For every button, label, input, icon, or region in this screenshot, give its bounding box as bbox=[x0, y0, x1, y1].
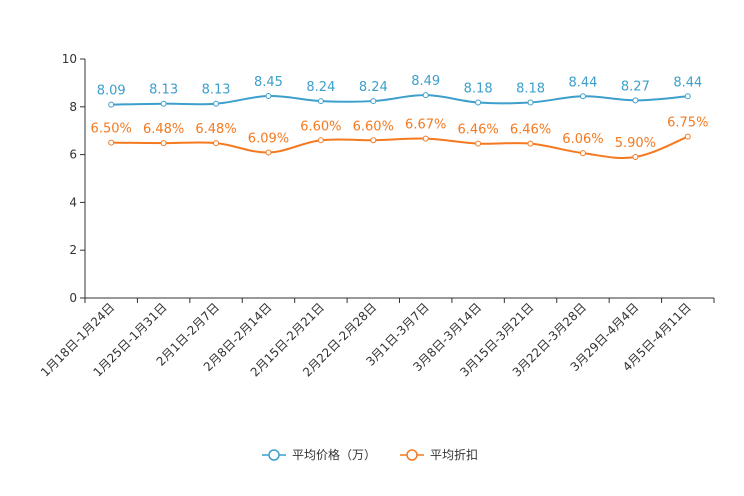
data-label: 8.27 bbox=[621, 79, 650, 94]
series-layer bbox=[108, 92, 691, 160]
data-point[interactable] bbox=[422, 135, 429, 142]
data-label: 6.06% bbox=[562, 132, 603, 147]
data-point[interactable] bbox=[527, 140, 534, 147]
legend-marker-icon bbox=[268, 449, 280, 461]
data-label: 8.49 bbox=[411, 74, 440, 89]
series-line-1 bbox=[111, 135, 689, 159]
data-point[interactable] bbox=[160, 100, 167, 107]
data-label: 6.48% bbox=[143, 122, 184, 137]
data-label: 6.48% bbox=[195, 122, 236, 137]
data-label: 8.18 bbox=[516, 81, 545, 96]
data-point[interactable] bbox=[265, 149, 272, 156]
y-tick-label: 10 bbox=[62, 52, 77, 66]
data-point[interactable] bbox=[370, 98, 377, 105]
legend-item-1[interactable]: 平均折扣 bbox=[400, 447, 478, 462]
data-label: 6.09% bbox=[248, 131, 289, 146]
data-point[interactable] bbox=[475, 99, 482, 106]
data-label: 5.90% bbox=[615, 136, 656, 151]
legend-marker-icon bbox=[406, 449, 418, 461]
data-point[interactable] bbox=[632, 97, 639, 104]
data-point[interactable] bbox=[684, 93, 691, 100]
data-label: 6.46% bbox=[457, 123, 498, 138]
y-tick-label: 0 bbox=[69, 291, 77, 305]
data-point[interactable] bbox=[579, 93, 586, 100]
data-label: 6.75% bbox=[667, 116, 708, 131]
data-point[interactable] bbox=[317, 98, 324, 105]
y-tick-label: 8 bbox=[69, 100, 77, 114]
data-point[interactable] bbox=[108, 101, 115, 108]
data-label: 6.67% bbox=[405, 118, 446, 133]
y-tick-label: 6 bbox=[69, 148, 77, 162]
data-label: 8.09 bbox=[97, 84, 126, 99]
data-point[interactable] bbox=[684, 133, 691, 140]
data-label: 8.13 bbox=[149, 83, 178, 98]
series-line-0 bbox=[111, 94, 688, 106]
data-label: 8.13 bbox=[202, 83, 231, 98]
data-label: 8.24 bbox=[306, 80, 335, 95]
y-tick-label: 2 bbox=[69, 243, 77, 257]
data-point[interactable] bbox=[317, 137, 324, 144]
data-point[interactable] bbox=[632, 153, 639, 160]
data-label: 6.60% bbox=[300, 119, 341, 134]
legend-item-0[interactable]: 平均价格（万） bbox=[262, 447, 376, 462]
data-point[interactable] bbox=[160, 140, 167, 147]
data-point[interactable] bbox=[527, 99, 534, 106]
data-point[interactable] bbox=[213, 140, 220, 147]
data-label: 6.60% bbox=[353, 119, 394, 134]
data-label: 8.24 bbox=[359, 80, 388, 95]
data-label: 8.18 bbox=[464, 81, 493, 96]
data-labels: 8.09 8.13 8.13 8.45 8.24 8.24 8.49 8.18 8.18 8.44… bbox=[91, 74, 709, 151]
data-point[interactable] bbox=[422, 92, 429, 99]
data-point[interactable] bbox=[370, 137, 377, 144]
data-label: 6.46% bbox=[510, 123, 551, 138]
data-point[interactable] bbox=[475, 140, 482, 147]
data-point[interactable] bbox=[265, 93, 272, 100]
data-label: 8.44 bbox=[673, 75, 702, 90]
legend-label: 平均价格（万） bbox=[292, 447, 376, 462]
data-label: 8.45 bbox=[254, 75, 283, 90]
y-tick-label: 4 bbox=[69, 195, 77, 209]
legend[interactable]: 平均价格（万） 平均折扣 bbox=[262, 447, 478, 462]
data-point[interactable] bbox=[579, 150, 586, 157]
data-label: 6.50% bbox=[91, 122, 132, 137]
data-point[interactable] bbox=[213, 100, 220, 107]
legend-label: 平均折扣 bbox=[430, 447, 478, 462]
data-point[interactable] bbox=[108, 139, 115, 146]
data-label: 8.44 bbox=[568, 75, 597, 90]
